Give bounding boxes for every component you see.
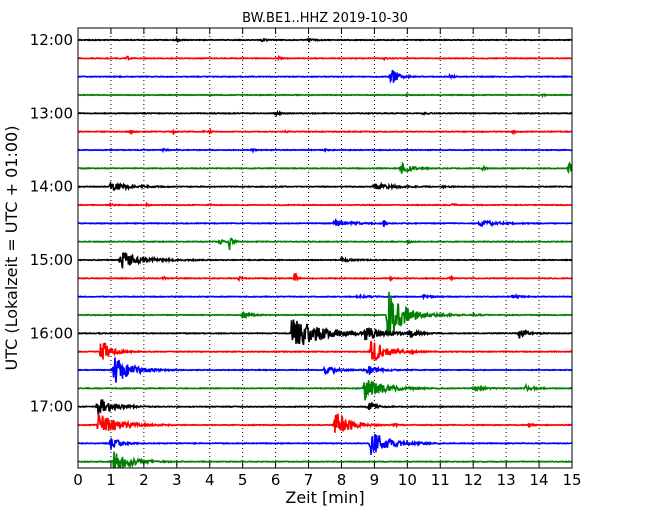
trace-14:15 bbox=[78, 237, 572, 251]
x-tick-label: 14 bbox=[530, 471, 549, 489]
x-tick-label: 6 bbox=[271, 471, 281, 489]
x-tick-label: 4 bbox=[205, 471, 215, 489]
trace-12:30 bbox=[78, 147, 572, 155]
trace-12:00 bbox=[78, 36, 572, 44]
trace-12:20 bbox=[78, 109, 572, 118]
y-tick-label: 17:00 bbox=[30, 398, 73, 416]
trace-14:05 bbox=[78, 201, 572, 208]
y-tick-label: 16:00 bbox=[30, 324, 73, 342]
x-tick-label: 10 bbox=[398, 471, 417, 489]
trace-16:10 bbox=[78, 357, 572, 383]
trace-12:35 bbox=[78, 161, 572, 175]
x-tick-label: 7 bbox=[304, 471, 314, 489]
x-tick-label: 3 bbox=[172, 471, 182, 489]
traces bbox=[78, 36, 572, 468]
trace-17:15 bbox=[78, 451, 572, 468]
x-tick-label: 5 bbox=[238, 471, 248, 489]
trace-17:00 bbox=[78, 399, 572, 417]
x-tick-label: 11 bbox=[431, 471, 450, 489]
y-tick-label: 13:00 bbox=[30, 104, 73, 122]
trace-15:00 bbox=[78, 252, 572, 269]
trace-12:05 bbox=[78, 54, 572, 62]
trace-16:15 bbox=[78, 379, 572, 401]
trace-14:00 bbox=[78, 180, 572, 192]
x-tick-label: 1 bbox=[106, 471, 116, 489]
trace-12:15 bbox=[78, 92, 572, 99]
trace-14:10 bbox=[78, 217, 572, 228]
trace-17:10 bbox=[78, 433, 572, 455]
trace-12:25 bbox=[78, 127, 572, 136]
trace-16:05 bbox=[78, 340, 572, 361]
trace-15:15 bbox=[78, 291, 572, 337]
x-tick-label: 12 bbox=[464, 471, 483, 489]
y-tick-label: 12:00 bbox=[30, 31, 73, 49]
trace-17:05 bbox=[78, 413, 572, 433]
x-tick-label: 13 bbox=[497, 471, 516, 489]
plot-frame bbox=[77, 27, 573, 469]
x-tick-label: 15 bbox=[562, 471, 581, 489]
x-tick-label: 0 bbox=[73, 471, 83, 489]
trace-16:00 bbox=[78, 319, 572, 346]
y-tick-label: 14:00 bbox=[30, 178, 73, 196]
y-tick-label: 15:00 bbox=[30, 251, 73, 269]
x-tick-label: 9 bbox=[370, 471, 380, 489]
x-axis-label: Zeit [min] bbox=[285, 488, 364, 507]
trace-15:10 bbox=[78, 292, 572, 301]
y-axis-label: UTC (Lokalzeit = UTC + 01:00) bbox=[2, 126, 21, 371]
trace-15:05 bbox=[78, 273, 572, 283]
x-tick-label: 2 bbox=[139, 471, 149, 489]
chart-title: BW.BE1..HHZ 2019-10-30 bbox=[242, 11, 408, 26]
x-tick-label: 8 bbox=[337, 471, 347, 489]
trace-12:10 bbox=[78, 69, 572, 84]
